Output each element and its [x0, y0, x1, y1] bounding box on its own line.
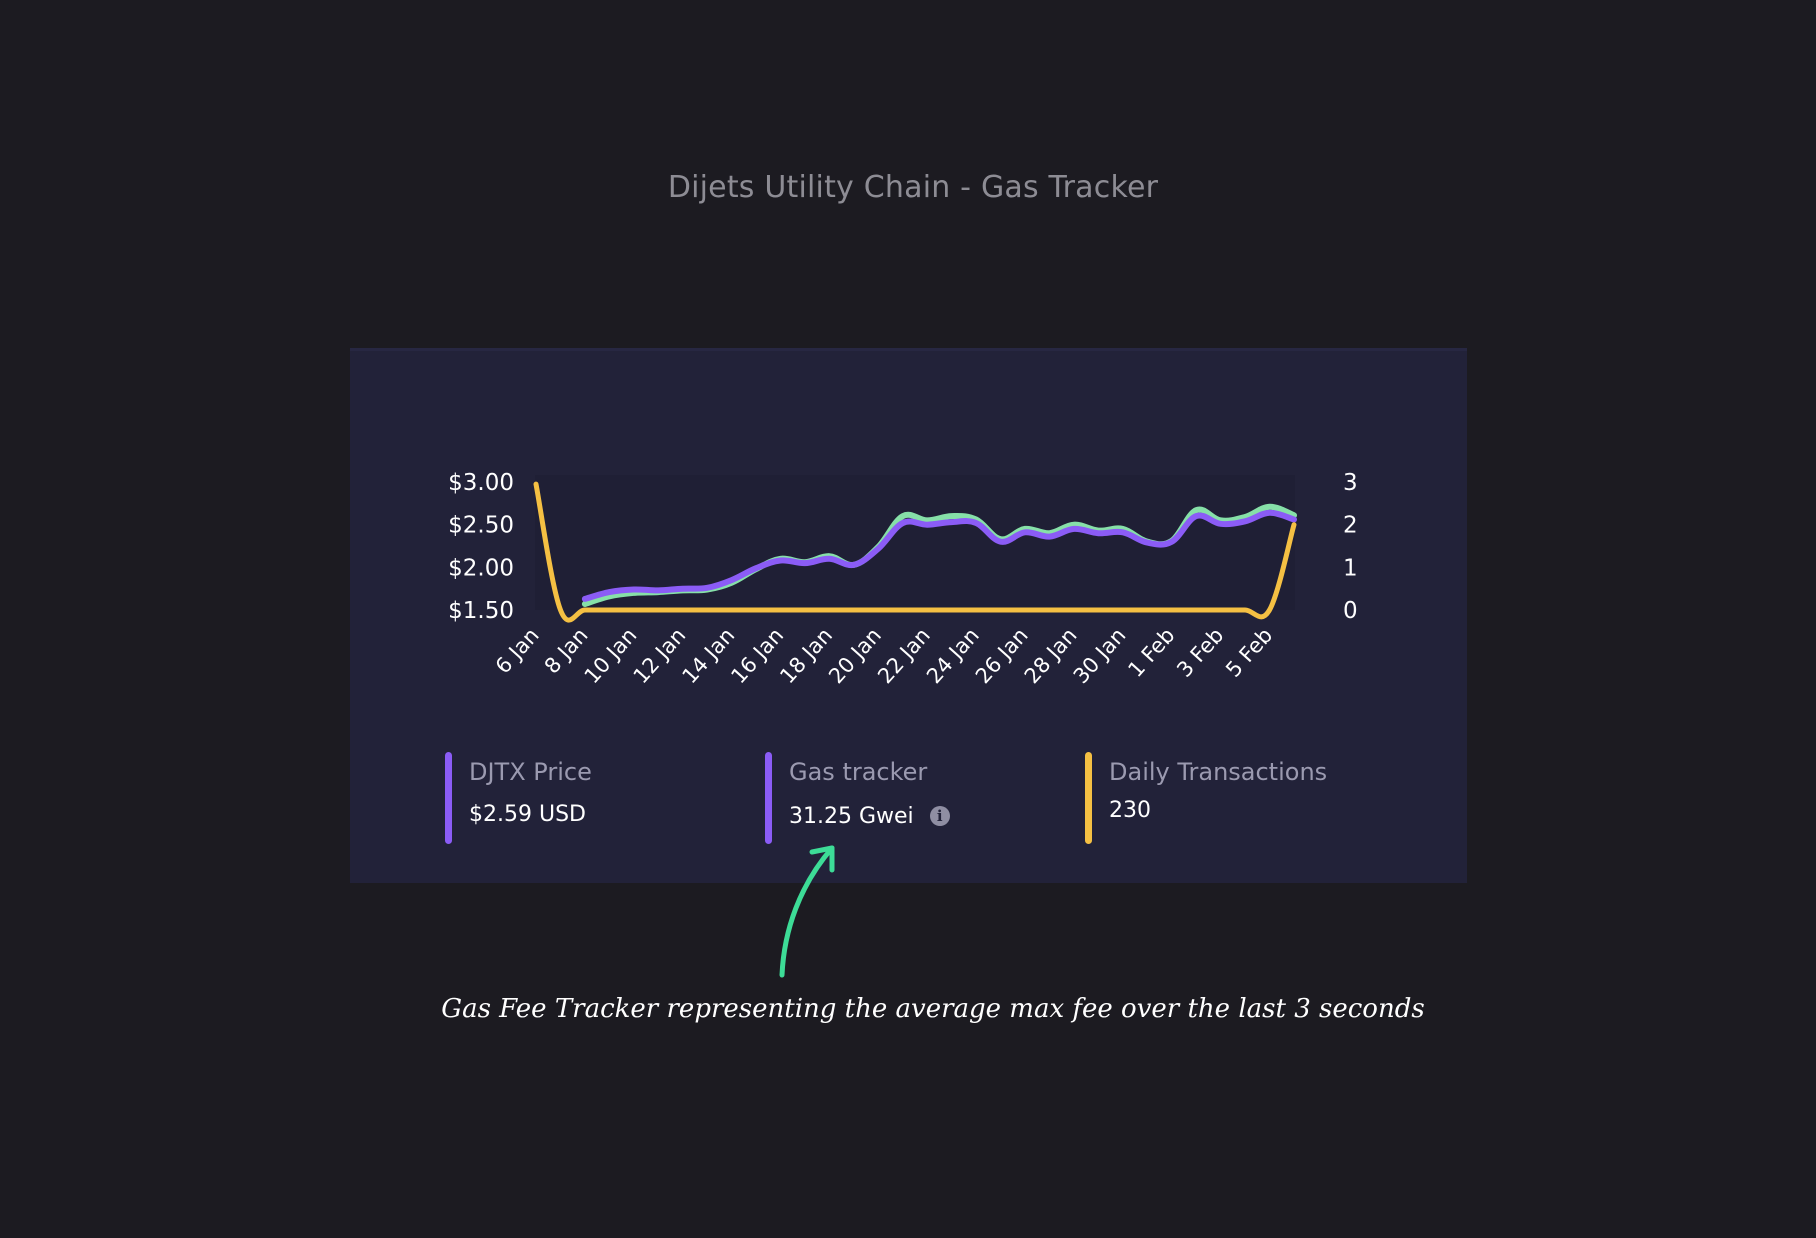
- gas-value-row: 31.25 Gwei i: [789, 804, 950, 829]
- info-icon[interactable]: i: [929, 806, 950, 826]
- transactions-value: 230: [1109, 798, 1151, 823]
- right-tick-label: 2: [1343, 513, 1358, 539]
- x-tick-label: 22 Jan: [873, 623, 935, 688]
- x-tick-label: 10 Jan: [580, 623, 642, 688]
- x-tick-label: 14 Jan: [677, 623, 739, 688]
- left-tick-label: $2.00: [448, 555, 514, 581]
- annotation-text: Gas Fee Tracker representing the average…: [441, 994, 1425, 1024]
- x-tick-label: 16 Jan: [726, 623, 788, 688]
- x-tick-label: 6 Jan: [491, 623, 544, 678]
- x-tick-label: 1 Feb: [1123, 623, 1179, 682]
- left-tick-label: $1.50: [448, 598, 514, 624]
- x-tick-label: 12 Jan: [629, 623, 691, 688]
- right-tick-label: 0: [1343, 598, 1358, 624]
- x-tick-label: 5 Feb: [1221, 623, 1277, 682]
- right-tick-label: 3: [1343, 470, 1358, 496]
- series-line-0: [581, 509, 1297, 602]
- x-tick-label: 26 Jan: [971, 623, 1033, 688]
- price-value: $2.59 USD: [469, 802, 586, 827]
- gas-value: 31.25 Gwei: [789, 804, 914, 829]
- gas-color-bar: [765, 752, 772, 844]
- price-color-bar: [445, 752, 452, 844]
- series-line-2: [533, 481, 1297, 623]
- x-tick-label: 20 Jan: [824, 623, 886, 688]
- left-tick-label: $3.00: [448, 470, 514, 496]
- transactions-label: Daily Transactions: [1109, 758, 1328, 786]
- gas-label: Gas tracker: [789, 758, 928, 786]
- x-tick-label: 30 Jan: [1069, 623, 1131, 688]
- x-tick-label: 3 Feb: [1172, 623, 1228, 682]
- series-lines: [533, 481, 1297, 623]
- x-tick-label: 28 Jan: [1020, 623, 1082, 688]
- chart-card: [350, 348, 1467, 883]
- left-tick-label: $2.50: [448, 513, 514, 539]
- price-label: DJTX Price: [469, 758, 592, 786]
- left-axis-ticks: $3.00 $2.50 $2.00 $1.50: [448, 470, 514, 624]
- transactions-color-bar: [1085, 752, 1092, 844]
- x-tick-label: 24 Jan: [922, 623, 984, 688]
- x-tick-label: 18 Jan: [775, 623, 837, 688]
- page-title: Dijets Utility Chain - Gas Tracker: [667, 170, 1159, 205]
- annotation-arrow: [779, 845, 835, 978]
- right-tick-label: 1: [1343, 555, 1358, 581]
- right-axis-ticks: 3 2 1 0: [1343, 470, 1358, 624]
